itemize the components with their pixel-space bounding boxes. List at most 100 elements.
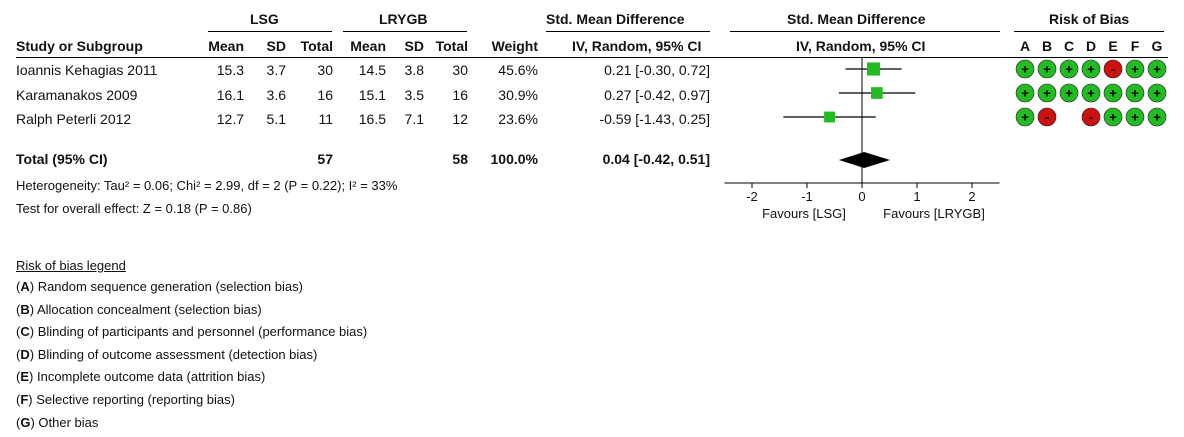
legend-item: (D) Blinding of outcome assessment (dete… — [16, 346, 318, 362]
total-lsg: 57 — [317, 151, 333, 167]
legend-text: Other bias — [34, 414, 99, 430]
legend-letter: D — [20, 346, 30, 362]
risk-symbol: + — [1153, 62, 1161, 77]
group-header-lrygb: LRYGB — [379, 11, 428, 27]
high-risk-icon — [1103, 59, 1123, 79]
group-header-risk-of-bias: Risk of Bias — [1049, 11, 1130, 27]
risk-symbol: + — [1087, 86, 1095, 101]
col-header-weight: Weight — [491, 38, 538, 54]
mean-lsg: 15.3 — [216, 62, 244, 78]
point-estimate — [871, 87, 883, 99]
legend-letter: G — [20, 414, 31, 430]
group-header-lsg: LSG — [250, 11, 279, 27]
low-risk-icon — [1147, 59, 1167, 79]
x-tick-label: -1 — [801, 189, 813, 204]
col-header-method-plot: IV, Random, 95% CI — [796, 38, 926, 54]
low-risk-icon — [1059, 59, 1079, 79]
total-label: Total (95% CI) — [16, 151, 108, 167]
low-risk-icon — [1081, 83, 1101, 103]
legend-text: Blinding of outcome assessment (detectio… — [34, 346, 318, 362]
low-risk-icon — [1037, 59, 1057, 79]
legend-item: (B) Allocation concealment (selection bi… — [16, 301, 262, 317]
risk-symbol: + — [1043, 86, 1051, 101]
total-lrygb: 12 — [452, 111, 468, 127]
risk-symbol: + — [1087, 62, 1095, 77]
col-header-mean-lrygb: Mean — [350, 38, 386, 54]
heterogeneity-text: Heterogeneity: Tau² = 0.06; Chi² = 2.99,… — [16, 178, 398, 193]
col-header-study: Study or Subgroup — [16, 38, 143, 54]
underline-smd-table — [546, 31, 710, 32]
mean-lsg: 16.1 — [216, 87, 244, 103]
low-risk-icon — [1081, 59, 1101, 79]
sd-lrygb: 3.8 — [404, 62, 424, 78]
x-tick-label: -2 — [746, 189, 758, 204]
sd-lsg: 3.6 — [266, 87, 286, 103]
mean-lsg: 12.7 — [216, 111, 244, 127]
legend-item: (A) Random sequence generation (selectio… — [16, 279, 303, 294]
x-tick-label: 0 — [858, 189, 865, 204]
high-risk-icon — [1037, 107, 1057, 127]
risk-symbol: + — [1131, 62, 1139, 77]
underline-risk-of-bias — [1014, 31, 1164, 32]
rob-letter-d: D — [1085, 38, 1097, 54]
low-risk-icon — [1015, 107, 1035, 127]
total-lsg: 16 — [317, 87, 333, 103]
total-lsg: 11 — [318, 111, 333, 127]
legend-text: Random sequence generation (selection bi… — [34, 279, 303, 294]
legend-text: Incomplete outcome data (attrition bias) — [33, 369, 266, 385]
risk-symbol: + — [1021, 110, 1029, 125]
rob-letter-b: B — [1041, 38, 1053, 54]
underline-lsg — [208, 31, 332, 32]
favours-right-label: Favours [LRYGB] — [883, 206, 985, 221]
total-weight: 100.0% — [490, 151, 538, 167]
low-risk-icon — [1015, 83, 1035, 103]
sd-lsg: 3.7 — [266, 62, 286, 78]
total-lrygb: 58 — [452, 151, 468, 167]
low-risk-icon — [1125, 59, 1145, 79]
weight: 23.6% — [498, 111, 538, 127]
legend-item: (E) Incomplete outcome data (attrition b… — [16, 369, 266, 385]
effect-ci: 0.27 [-0.42, 0.97] — [604, 87, 710, 103]
x-tick-label: 1 — [913, 189, 920, 204]
legend-item: (C) Blinding of participants and personn… — [16, 324, 368, 340]
col-header-mean-lsg: Mean — [208, 38, 244, 54]
underline-smd-plot — [730, 31, 1000, 32]
risk-symbol: + — [1153, 86, 1161, 101]
mean-lrygb: 14.5 — [358, 62, 386, 78]
study-name: Karamanakos 2009 — [16, 87, 138, 103]
total-lrygb: 30 — [452, 62, 468, 78]
legend-letter: E — [20, 369, 30, 385]
mean-lrygb: 15.1 — [358, 87, 386, 103]
rob-letter-e: E — [1108, 38, 1118, 54]
pooled-diamond — [838, 152, 891, 168]
legend-letter: A — [20, 279, 30, 294]
rob-letter-a: A — [1019, 38, 1031, 54]
sd-lsg: 5.1 — [266, 111, 286, 127]
low-risk-icon — [1059, 83, 1079, 103]
risk-symbol: + — [1153, 110, 1161, 125]
legend-text: Selective reporting (reporting bias) — [32, 392, 235, 407]
point-estimate — [866, 62, 881, 76]
legend-text: Allocation concealment (selection bias) — [34, 301, 262, 317]
mean-lrygb: 16.5 — [358, 111, 386, 127]
col-header-total-lsg: Total — [300, 38, 333, 54]
col-header-sd-lsg: SD — [266, 38, 286, 54]
risk-symbol: + — [1109, 110, 1117, 125]
legend-text: Blinding of participants and personnel (… — [34, 324, 368, 340]
study-name: Ralph Peterli 2012 — [16, 111, 132, 127]
legend-letter: F — [20, 392, 29, 407]
low-risk-icon — [1125, 83, 1145, 103]
risk-symbol: + — [1043, 62, 1051, 77]
total-lsg: 30 — [317, 62, 333, 78]
underline-lrygb — [343, 31, 467, 32]
risk-symbol: - — [1045, 110, 1049, 125]
legend-letter: B — [20, 301, 30, 317]
group-header-smd-plot: Std. Mean Difference — [787, 11, 926, 27]
x-tick-label: 2 — [968, 189, 975, 204]
high-risk-icon — [1081, 107, 1101, 127]
col-header-method-table: IV, Random, 95% CI — [572, 38, 702, 54]
low-risk-icon — [1037, 83, 1057, 103]
risk-symbol: + — [1109, 86, 1117, 101]
overall-effect-text: Test for overall effect: Z = 0.18 (P = 0… — [16, 201, 252, 216]
risk-symbol: - — [1089, 110, 1093, 125]
